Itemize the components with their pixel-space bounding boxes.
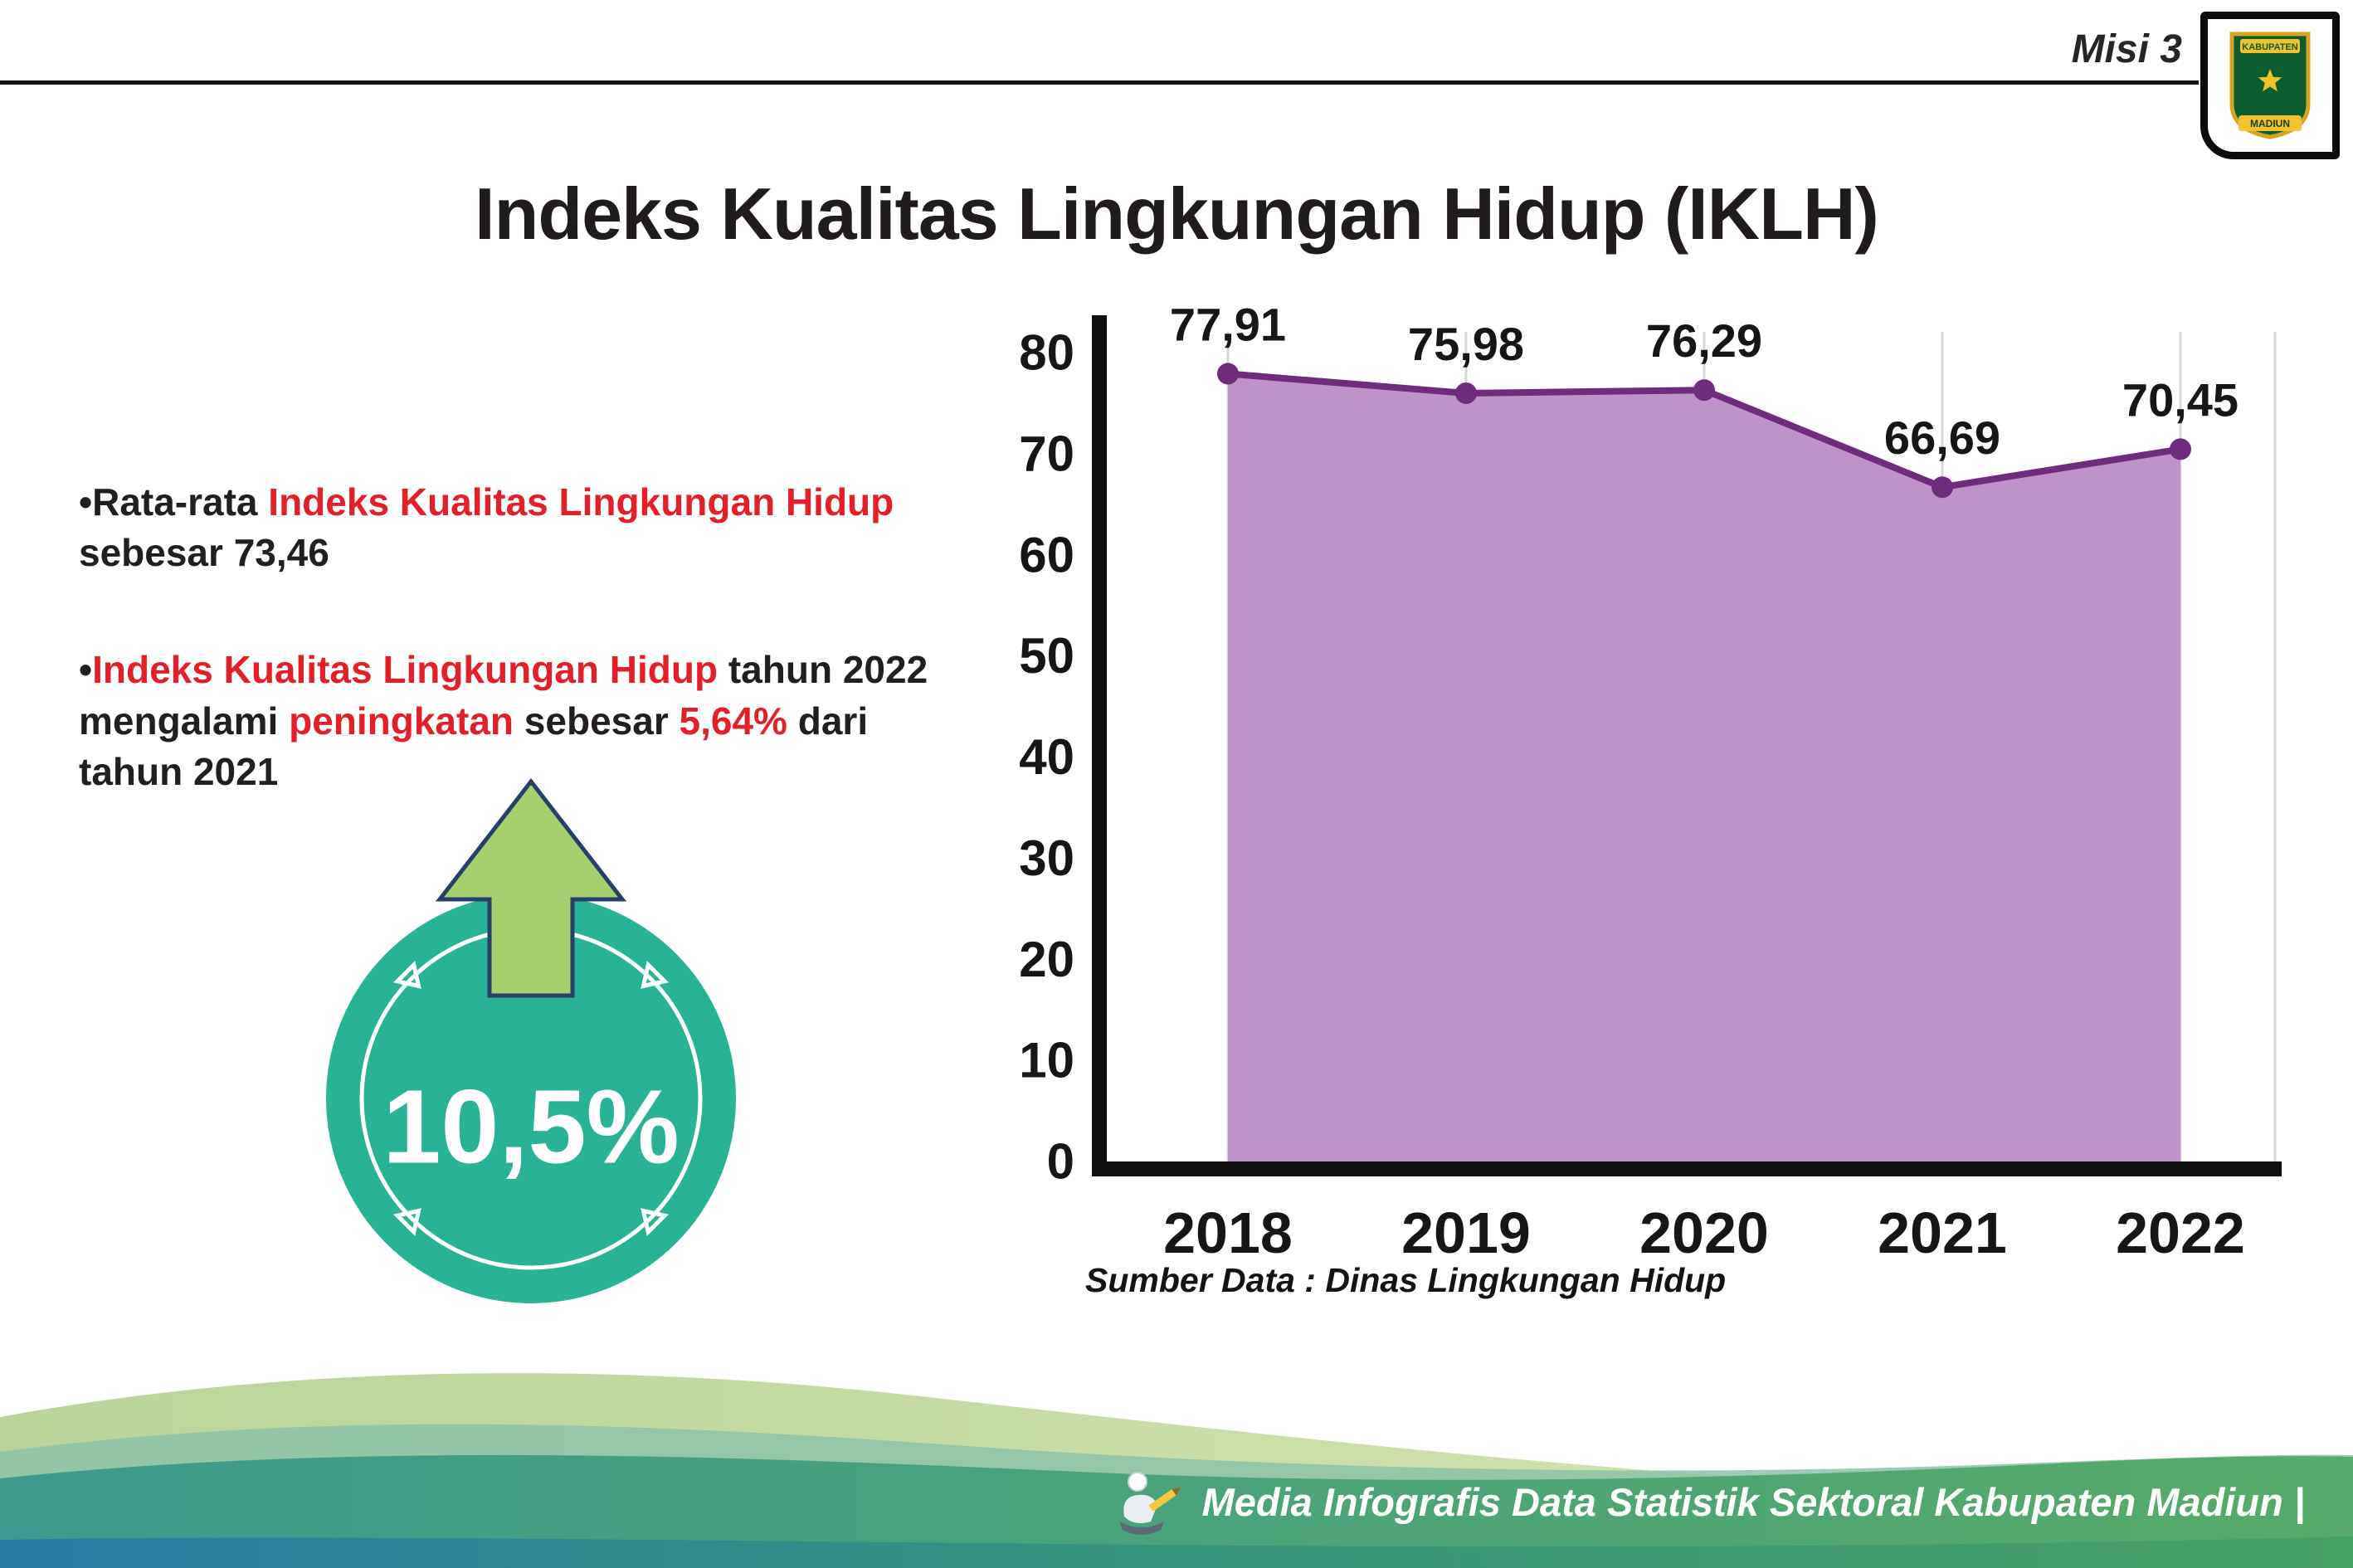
- increase-badge: 10,5%: [326, 777, 736, 1303]
- x-tick-label: 2021: [1878, 1200, 2007, 1265]
- x-tick-label: 2020: [1639, 1200, 1769, 1265]
- bullet-average-iklh: •Rata-rata Indeks Kualitas Lingkungan Hi…: [79, 477, 971, 578]
- y-tick-label: 70: [1019, 426, 1074, 481]
- y-tick-label: 20: [1019, 932, 1074, 987]
- value-label: 76,29: [1646, 314, 1762, 367]
- data-point: [1693, 379, 1715, 402]
- logo-banner-top: [2240, 39, 2300, 53]
- increase-percentage: 10,5%: [382, 1068, 679, 1185]
- logo-top-text: KABUPATEN: [2242, 42, 2297, 52]
- writer-icon: [1118, 1472, 1181, 1535]
- data-point: [1932, 476, 1953, 499]
- x-tick-label: 2018: [1163, 1200, 1293, 1265]
- bullet-text-segment: tahun 2022 mengalami: [79, 648, 928, 743]
- bullet-text-segment: 5,64%: [679, 699, 787, 743]
- logo-box: KABUPATEN MADIUN: [2200, 12, 2340, 159]
- data-point: [2170, 438, 2191, 460]
- value-label: 75,98: [1408, 318, 1524, 370]
- page-title: Indeks Kualitas Lingkungan Hidup (IKLH): [475, 172, 1879, 255]
- y-tick-label: 0: [1047, 1134, 1074, 1190]
- y-tick-label: 60: [1019, 527, 1074, 582]
- bullet-text-segment: dari tahun 2021: [79, 699, 869, 793]
- data-point: [1455, 382, 1477, 404]
- bullet-increase-2022: •Indeks Kualitas Lingkungan Hidup tahun …: [79, 645, 971, 797]
- logo-banner-bottom: [2239, 115, 2302, 131]
- bullet-text-segment: •Rata-rata: [79, 480, 269, 523]
- value-label: 77,91: [1170, 299, 1286, 350]
- key-points: •Rata-rata Indeks Kualitas Lingkungan Hi…: [79, 477, 971, 864]
- value-label: 70,45: [2122, 373, 2239, 426]
- bullet-text-segment: peningkatan: [289, 699, 514, 743]
- kabupaten-madiun-logo: KABUPATEN MADIUN: [2229, 32, 2311, 139]
- value-label: 66,69: [1884, 411, 2000, 464]
- bullet-text-segment: sebesar 73,46: [79, 531, 329, 575]
- x-tick-label: 2022: [2116, 1200, 2245, 1265]
- iklh-area-chart: 0 10 20 30 40 50 60 70 80 2018 2019 2020 2021 2022 77,…: [983, 299, 2311, 1336]
- wave-bottom-strip: [0, 1536, 2353, 1568]
- footer-credit: Media Infografis Data Statistik Sektoral…: [1109, 1463, 2305, 1540]
- badge-ring-ticks: [393, 961, 669, 1236]
- logo-bottom-text: MADIUN: [2250, 118, 2290, 129]
- data-point: [1217, 363, 1239, 385]
- y-tick-label: 30: [1019, 830, 1074, 886]
- bullet-text-segment: Indeks Kualitas Lingkungan Hidup: [92, 648, 719, 692]
- header-divider: [0, 80, 2199, 85]
- chart-canvas: 0 10 20 30 40 50 60 70 80 2018 2019 2020 2021 2022 77,…: [1019, 299, 2282, 1265]
- x-tick-label: 2019: [1401, 1200, 1531, 1265]
- bullet-text-segment: •: [79, 648, 93, 692]
- chart-source-caption: Sumber Data : Dinas Lingkungan Hidup: [1085, 1261, 1727, 1299]
- logo-star-icon: [2258, 69, 2282, 92]
- y-tick-label: 10: [1019, 1033, 1074, 1088]
- footer-credit-text: Media Infografis Data Statistik Sektoral…: [1201, 1479, 2305, 1524]
- misi-label: Misi 3: [2071, 27, 2182, 71]
- y-tick-label: 50: [1019, 628, 1074, 684]
- badge-circle: [326, 894, 736, 1303]
- area-fill: [1228, 373, 2180, 1161]
- y-tick-label: 80: [1019, 325, 1074, 381]
- bullet-text-segment: Indeks Kualitas Lingkungan Hidup: [268, 480, 894, 523]
- y-tick-label: 40: [1019, 729, 1074, 785]
- footer-waves: [0, 1373, 2353, 1568]
- bullet-text-segment: sebesar: [514, 699, 680, 743]
- up-arrow-icon: [435, 777, 627, 998]
